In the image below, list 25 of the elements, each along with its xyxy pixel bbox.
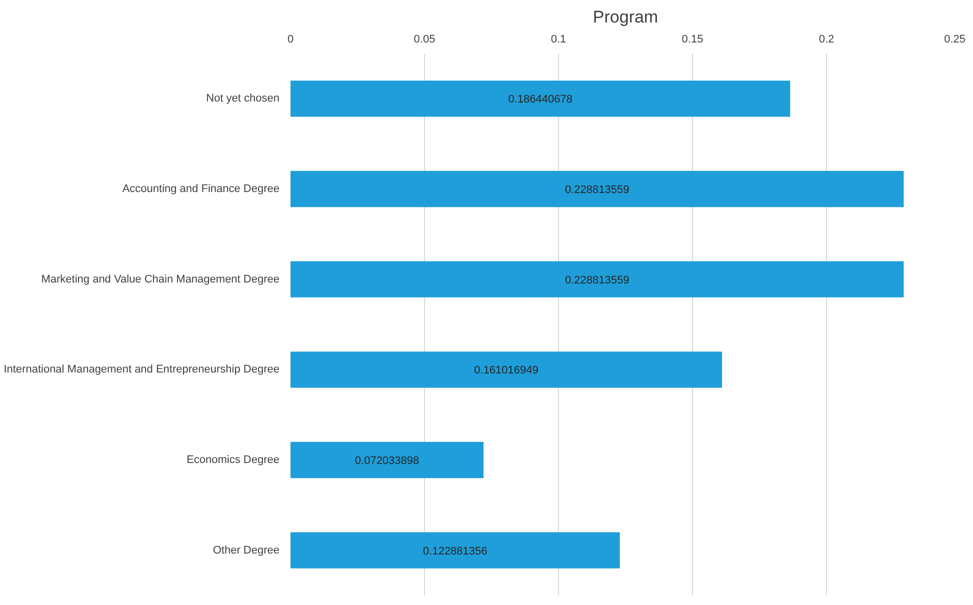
x-tick-label: 0.05 (414, 34, 436, 46)
y-tick-label: Not yet chosen (206, 92, 280, 105)
x-tick-label: 0.25 (944, 34, 966, 46)
bar (290, 170, 904, 208)
y-tick-label: Economics Degree (186, 454, 280, 466)
bar (290, 442, 484, 478)
y-tick-label: Accounting and Finance Degree (122, 183, 280, 195)
bar (290, 261, 904, 298)
data-label: 0.186440678 (508, 94, 572, 106)
bar (290, 532, 620, 568)
chart-title: Program (592, 8, 658, 26)
data-label: 0.072033898 (354, 455, 420, 467)
data-label: 0.161016949 (474, 364, 538, 377)
data-label: 0.122881356 (423, 545, 488, 558)
x-tick-label: 0.2 (818, 34, 834, 46)
y-tick-label: Marketing and Value Chain Management Degree (41, 273, 280, 286)
y-tick-label: International Management and Entrepreneurship Degree (4, 364, 280, 376)
x-tick-label: 0 (287, 34, 294, 46)
data-label: 0.228813559 (564, 274, 630, 286)
bar (290, 352, 722, 388)
bar (290, 80, 790, 117)
data-label: 0.228813559 (564, 184, 630, 196)
x-tick-label: 0.15 (682, 34, 704, 46)
y-tick-label: Other Degree (212, 544, 280, 556)
x-tick-label: 0.1 (550, 34, 566, 46)
